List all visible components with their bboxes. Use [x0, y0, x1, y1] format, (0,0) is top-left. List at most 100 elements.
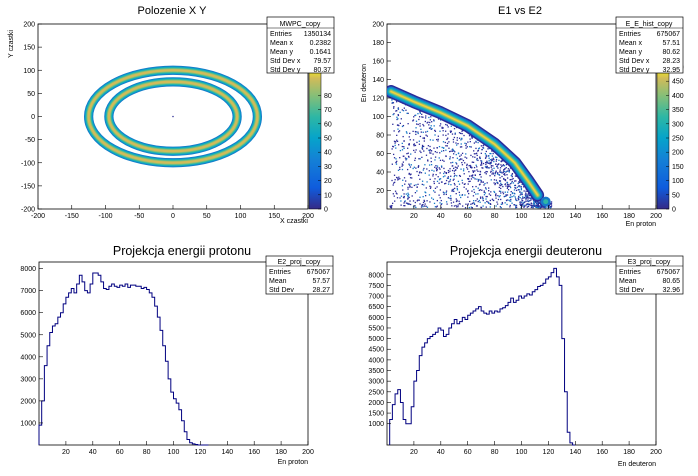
noise-cell: [459, 132, 462, 135]
noise-cell: [445, 190, 448, 192]
x-tick-label: 180: [623, 213, 635, 220]
noise-cell: [404, 205, 406, 207]
noise-cell: [407, 188, 409, 190]
noise-cell: [420, 206, 423, 208]
noise-cell: [393, 107, 395, 109]
x-tick-label: 120: [543, 449, 555, 456]
noise-cell: [494, 175, 496, 177]
noise-cell: [515, 198, 517, 200]
noise-cell: [467, 178, 470, 180]
x-axis-label: En proton: [626, 221, 656, 228]
noise-cell: [530, 197, 532, 200]
noise-cell: [503, 195, 505, 198]
noise-cell: [450, 202, 453, 204]
noise-cell: [509, 179, 511, 181]
noise-cell: [455, 162, 457, 164]
noise-cell: [505, 199, 508, 202]
noise-cell: [471, 202, 474, 205]
noise-cell: [463, 173, 465, 175]
noise-cell: [442, 176, 445, 178]
noise-cell: [445, 182, 447, 185]
noise-cell: [446, 124, 448, 126]
stats-label: Std Dev y: [270, 67, 301, 74]
noise-cell: [454, 166, 457, 168]
noise-cell: [430, 125, 432, 127]
noise-cell: [523, 196, 526, 199]
noise-cell: [419, 135, 422, 138]
x-tick-label: 160: [248, 449, 260, 456]
noise-cell: [408, 172, 410, 175]
noise-cell: [480, 206, 482, 208]
noise-cell: [519, 186, 521, 188]
noise-cell: [514, 184, 517, 187]
noise-cell: [461, 130, 463, 132]
noise-cell: [425, 187, 427, 189]
y-tick-label: 5000: [368, 336, 384, 343]
noise-cell: [482, 162, 485, 165]
chart-title: Polozenie X Y: [138, 5, 208, 17]
noise-cell: [499, 190, 502, 193]
noise-cell: [499, 180, 502, 182]
noise-cell: [421, 147, 423, 149]
noise-cell: [483, 184, 485, 186]
y-tick-label: 7500: [368, 283, 384, 290]
noise-cell: [502, 171, 504, 173]
noise-cell: [404, 201, 406, 203]
noise-cell: [466, 168, 469, 170]
noise-cell: [488, 167, 490, 169]
noise-cell: [453, 172, 456, 175]
y-tick-label: 180: [372, 40, 384, 47]
y-tick-label: 4500: [368, 347, 384, 354]
noise-cell: [455, 142, 457, 144]
z-tick-label: 250: [672, 136, 684, 143]
noise-cell: [489, 206, 491, 208]
noise-cell: [495, 163, 497, 165]
noise-cell: [413, 149, 415, 152]
noise-cell: [402, 135, 404, 138]
noise-cell: [519, 201, 522, 203]
noise-cell: [528, 197, 530, 199]
noise-cell: [429, 119, 432, 121]
noise-cell: [399, 166, 401, 169]
noise-cell: [429, 145, 431, 148]
noise-cell: [490, 166, 492, 168]
noise-cell: [416, 200, 418, 202]
noise-cell: [504, 183, 506, 186]
noise-cell: [487, 201, 489, 203]
y-tick-label: 8000: [368, 272, 384, 279]
noise-cell: [455, 204, 457, 207]
noise-cell: [407, 152, 409, 154]
noise-cell: [408, 173, 410, 175]
noise-cell: [477, 193, 479, 195]
x-tick-label: 20: [410, 213, 418, 220]
stats-value: 0.2382: [310, 40, 332, 47]
noise-cell: [515, 175, 518, 177]
noise-cell: [521, 196, 524, 198]
noise-cell: [468, 192, 470, 195]
noise-cell: [498, 159, 500, 161]
noise-cell: [407, 198, 409, 200]
noise-cell: [475, 140, 477, 142]
noise-cell: [422, 123, 424, 126]
noise-cell: [417, 183, 419, 185]
noise-cell: [460, 154, 462, 156]
noise-cell: [535, 206, 537, 208]
noise-cell: [480, 164, 483, 166]
noise-cell: [433, 120, 435, 122]
noise-cell: [468, 175, 471, 177]
noise-cell: [550, 205, 553, 207]
noise-cell: [401, 142, 403, 145]
band-layer: [390, 91, 539, 196]
noise-cell: [440, 199, 442, 202]
noise-cell: [422, 201, 425, 204]
y-tick-label: 3000: [368, 379, 384, 386]
noise-cell: [411, 186, 413, 189]
x-tick-label: -200: [31, 213, 45, 220]
y-tick-label: -150: [21, 183, 35, 190]
noise-cell: [464, 207, 467, 209]
noise-cell: [447, 176, 450, 178]
noise-cell: [503, 165, 506, 167]
noise-cell: [452, 161, 454, 164]
y-tick-label: 5500: [368, 325, 384, 332]
y-tick-label: 50: [27, 91, 35, 98]
